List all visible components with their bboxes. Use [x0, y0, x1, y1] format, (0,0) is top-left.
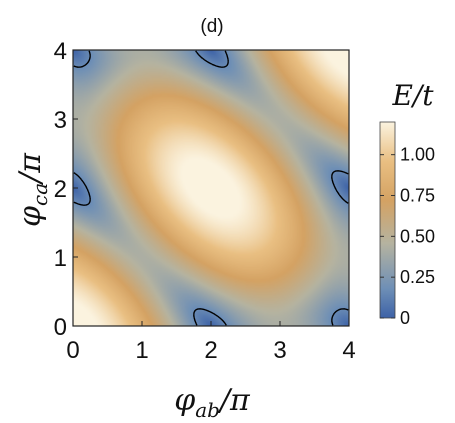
y-tick-label: 0 [54, 314, 67, 341]
colorbar-tick-label: 0.25 [400, 267, 435, 287]
x-tick-label: 0 [66, 337, 79, 364]
contour-path [73, 50, 349, 326]
zero-contour-lines [73, 50, 349, 326]
y-tick-label: 2 [54, 176, 67, 203]
colorbar-tick-label: 0.75 [400, 186, 435, 206]
y-tick-label: 3 [54, 107, 67, 134]
y-tick-label: 1 [54, 245, 67, 272]
colorbar-ticks: 0 0.25 0.50 0.75 1.00 [380, 145, 435, 328]
heatmap-image [73, 50, 349, 326]
x-axis-ticks: 0 1 2 3 4 [66, 321, 356, 364]
colorbar-tick-label: 0.50 [400, 226, 435, 246]
y-axis-label: φca/π [13, 152, 52, 227]
panel-label: (d) [200, 16, 223, 37]
x-tick-label: 3 [273, 337, 286, 364]
x-axis-label: φab/π [174, 383, 251, 422]
colorbar-tick-label: 1.00 [400, 145, 435, 165]
x-tick-label: 1 [135, 337, 148, 364]
colorbar-title: E/t [391, 79, 434, 112]
x-tick-label: 2 [204, 337, 217, 364]
colorbar: E/t 0 0.25 0.50 0.75 1.00 [379, 79, 435, 328]
y-axis-ticks: 0 1 2 3 4 [54, 38, 78, 341]
x-tick-label: 4 [342, 337, 355, 364]
colorbar-gradient [379, 121, 396, 319]
colorbar-tick-label: 0 [400, 308, 410, 328]
y-tick-label: 4 [54, 38, 67, 65]
heatmap-plot: 0 1 2 3 4 0 1 2 3 4 [54, 38, 356, 364]
